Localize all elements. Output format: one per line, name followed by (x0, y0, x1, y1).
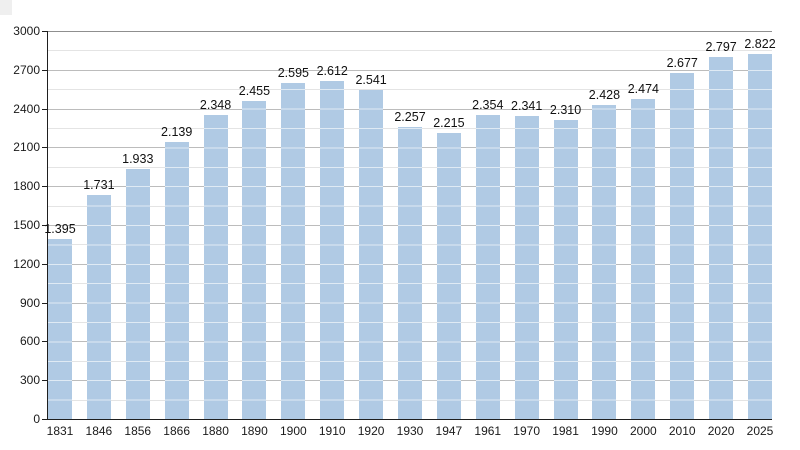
bar-value-label: 1.731 (83, 178, 115, 193)
bar-value-label: 2.354 (472, 97, 504, 112)
x-axis-tick-label: 2025 (746, 424, 774, 438)
y-axis-tick-label: 2400 (13, 101, 40, 116)
bar-value-label: 2.455 (238, 84, 271, 99)
bar-1961 (475, 114, 500, 419)
x-axis-tick-label: 1866 (163, 424, 190, 438)
y-axis-line (47, 31, 48, 419)
bar-1947 (436, 132, 461, 419)
major-gridline (48, 69, 772, 71)
y-axis-tick-mark (42, 341, 48, 343)
bar-1920 (359, 90, 384, 419)
bar-1856 (125, 168, 150, 419)
bar-1910 (320, 81, 345, 419)
y-axis-tick-label: 1500 (13, 218, 40, 232)
bar-1890 (242, 101, 267, 419)
x-axis-tick-label: 1846 (85, 424, 113, 438)
y-axis-tick-label: 0 (33, 412, 40, 426)
bar-1866 (164, 142, 189, 419)
y-axis-tick-mark (42, 108, 48, 110)
bar-value-label: 2.310 (549, 103, 582, 118)
bar-1900 (281, 83, 306, 419)
bar-1990 (592, 104, 617, 419)
minor-gridline (48, 89, 772, 91)
x-axis-line (48, 419, 772, 420)
x-axis-tick-label: 2010 (668, 424, 696, 438)
major-gridline (48, 31, 772, 32)
bar-1970 (514, 116, 539, 419)
bar-value-label: 2.215 (433, 115, 465, 130)
x-axis-tick-label: 1981 (552, 424, 579, 438)
bar-value-label: 2.822 (744, 37, 776, 52)
bar-value-label: 2.541 (355, 73, 387, 88)
y-axis-tick-label: 600 (19, 334, 40, 349)
major-gridline (48, 108, 772, 110)
bar-1930 (398, 127, 422, 419)
x-axis-tick-label: 1920 (357, 424, 385, 438)
bar-value-label: 2.348 (199, 98, 232, 113)
bar-value-label: 1.933 (122, 151, 154, 166)
y-axis-tick-label: 2100 (13, 140, 40, 155)
x-axis-tick-label: 1910 (318, 424, 346, 438)
y-axis-tick-mark (42, 380, 48, 382)
y-axis-tick-mark (42, 147, 48, 149)
x-axis-tick-label: 1856 (124, 424, 152, 438)
y-axis-tick-mark (42, 31, 48, 32)
bar-value-label: 2.595 (277, 66, 309, 81)
bar-value-label: 2.428 (588, 87, 621, 102)
bar-2020 (709, 57, 734, 419)
x-axis-tick-label: 1990 (591, 424, 618, 438)
y-axis-tick-label: 1800 (13, 179, 40, 194)
y-axis-tick-label: 3000 (13, 24, 40, 38)
x-axis-tick-label: 1930 (396, 424, 424, 438)
bar-1846 (86, 195, 111, 419)
y-axis-tick-mark (42, 263, 48, 265)
x-axis-tick-label: 1970 (513, 424, 540, 438)
bar-2025 (748, 54, 772, 419)
x-axis-tick-label: 2000 (629, 424, 657, 438)
x-axis-tick-label: 1890 (241, 424, 268, 438)
bar-1880 (203, 115, 228, 419)
y-axis-tick-label: 1200 (13, 256, 40, 271)
bar-value-label: 2.257 (394, 110, 426, 125)
x-axis-tick-label: 2020 (707, 424, 735, 438)
bar-value-label: 2.612 (316, 64, 348, 79)
bar-2000 (631, 99, 656, 419)
x-axis-tick-label: 1961 (474, 424, 502, 438)
x-axis-tick-label: 1947 (435, 424, 463, 438)
bar-value-label: 1.395 (44, 221, 76, 236)
y-axis-tick-mark (42, 302, 48, 304)
bar-1831 (48, 238, 72, 419)
y-axis-tick-mark (42, 186, 48, 188)
bar-value-label: 2.474 (627, 82, 659, 97)
minor-gridline (48, 50, 772, 52)
y-axis-tick-mark (42, 225, 48, 226)
bar-value-label: 2.139 (161, 125, 193, 140)
x-axis-tick-label: 1831 (46, 424, 74, 438)
y-axis-tick-label: 2700 (13, 62, 40, 77)
bar-value-label: 2.341 (511, 99, 543, 114)
y-axis-tick-label: 300 (19, 373, 40, 388)
x-axis-tick-label: 1880 (202, 424, 229, 438)
y-axis-tick-mark (42, 69, 48, 71)
bar-value-label: 2.677 (666, 55, 698, 70)
x-axis-tick-label: 1900 (279, 424, 307, 438)
bar-2010 (670, 72, 695, 419)
bar-1981 (553, 120, 578, 419)
y-axis-tick-label: 900 (19, 295, 40, 310)
corner-artifact (0, 0, 12, 15)
bar-value-label: 2.797 (705, 40, 737, 55)
y-axis-tick-mark (42, 419, 48, 420)
